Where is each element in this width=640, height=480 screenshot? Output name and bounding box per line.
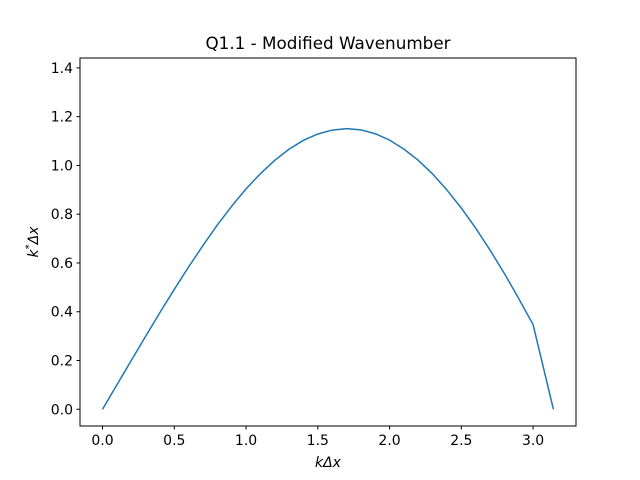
x-axis-label: kΔx — [315, 455, 342, 471]
plot-area — [101, 127, 555, 410]
x-tick-label: 1.0 — [235, 433, 257, 449]
y-tick-label: 1.2 — [51, 110, 73, 126]
x-tick-label: 1.5 — [307, 433, 329, 449]
y-axis-label-superscript: * — [24, 244, 35, 249]
x-tick-label: 0.0 — [91, 433, 113, 449]
y-tick-label: 0.6 — [51, 256, 73, 272]
y-axis-label-base: k — [26, 248, 42, 257]
y-axis-label-tail: Δx — [26, 226, 42, 246]
y-tick-label: 0.0 — [51, 402, 73, 418]
x-axis: 0.0 0.5 1.0 1.5 2.0 2.5 3.0 — [91, 426, 544, 449]
y-tick-label: 0.2 — [51, 354, 73, 370]
y-tick-label: 0.4 — [51, 305, 73, 321]
y-tick-label: 0.8 — [51, 207, 73, 223]
series-line-0 — [101, 127, 555, 410]
y-axis: 0.0 0.2 0.4 0.6 0.8 1.0 1.2 1.4 — [51, 61, 80, 418]
y-axis-label: k*Δx — [24, 226, 42, 258]
y-tick-label: 1.0 — [51, 158, 73, 174]
x-tick-label: 2.5 — [450, 433, 472, 449]
x-tick-label: 3.0 — [522, 433, 544, 449]
x-tick-label: 2.0 — [378, 433, 400, 449]
y-tick-label: 1.4 — [51, 61, 73, 77]
axes-frame — [79, 57, 577, 427]
chart-title: Q1.1 - Modified Wavenumber — [205, 33, 450, 53]
x-tick-label: 0.5 — [163, 433, 185, 449]
